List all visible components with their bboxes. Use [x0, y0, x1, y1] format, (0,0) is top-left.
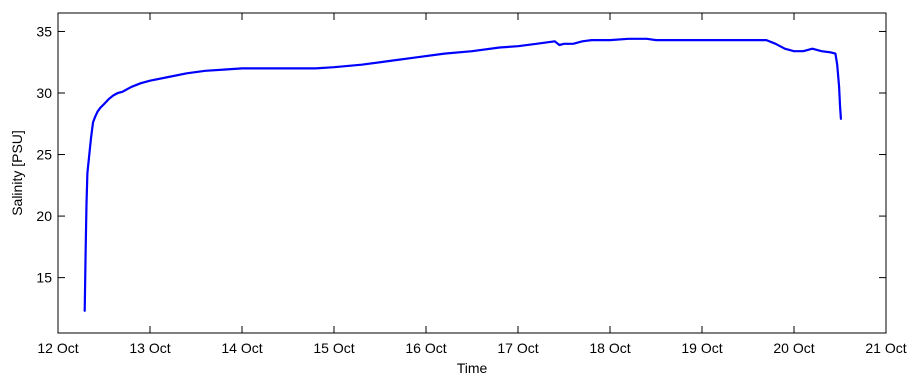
plot-frame	[57, 12, 887, 334]
x-tick-label: 20 Oct	[773, 340, 814, 356]
y-tick-label: 25	[36, 147, 52, 163]
x-tick-label: 12 Oct	[37, 340, 78, 356]
x-tick-label: 18 Oct	[589, 340, 630, 356]
x-tick-label: 17 Oct	[497, 340, 538, 356]
x-axis-ticks: 12 Oct 13 Oct 14 Oct 15 Oct 16 Oct 17 Oct 18 O…	[37, 13, 907, 356]
y-axis-label: Salinity [PSU]	[9, 130, 25, 216]
series-layer	[83, 37, 843, 312]
x-tick-label: 13 Oct	[129, 340, 170, 356]
y-axis-ticks: 15 20 25 30 35	[36, 23, 886, 286]
x-tick-label: 15 Oct	[313, 340, 354, 356]
salinity-series-line	[83, 37, 843, 312]
y-tick-label: 35	[36, 23, 52, 39]
y-tick-label: 20	[36, 208, 52, 224]
x-tick-label: 16 Oct	[405, 340, 446, 356]
y-tick-label: 15	[36, 270, 52, 286]
y-tick-label: 30	[36, 85, 52, 101]
x-tick-label: 21 Oct	[865, 340, 906, 356]
x-tick-label: 14 Oct	[221, 340, 262, 356]
x-tick-label: 19 Oct	[681, 340, 722, 356]
x-axis-label: Time	[457, 360, 488, 376]
